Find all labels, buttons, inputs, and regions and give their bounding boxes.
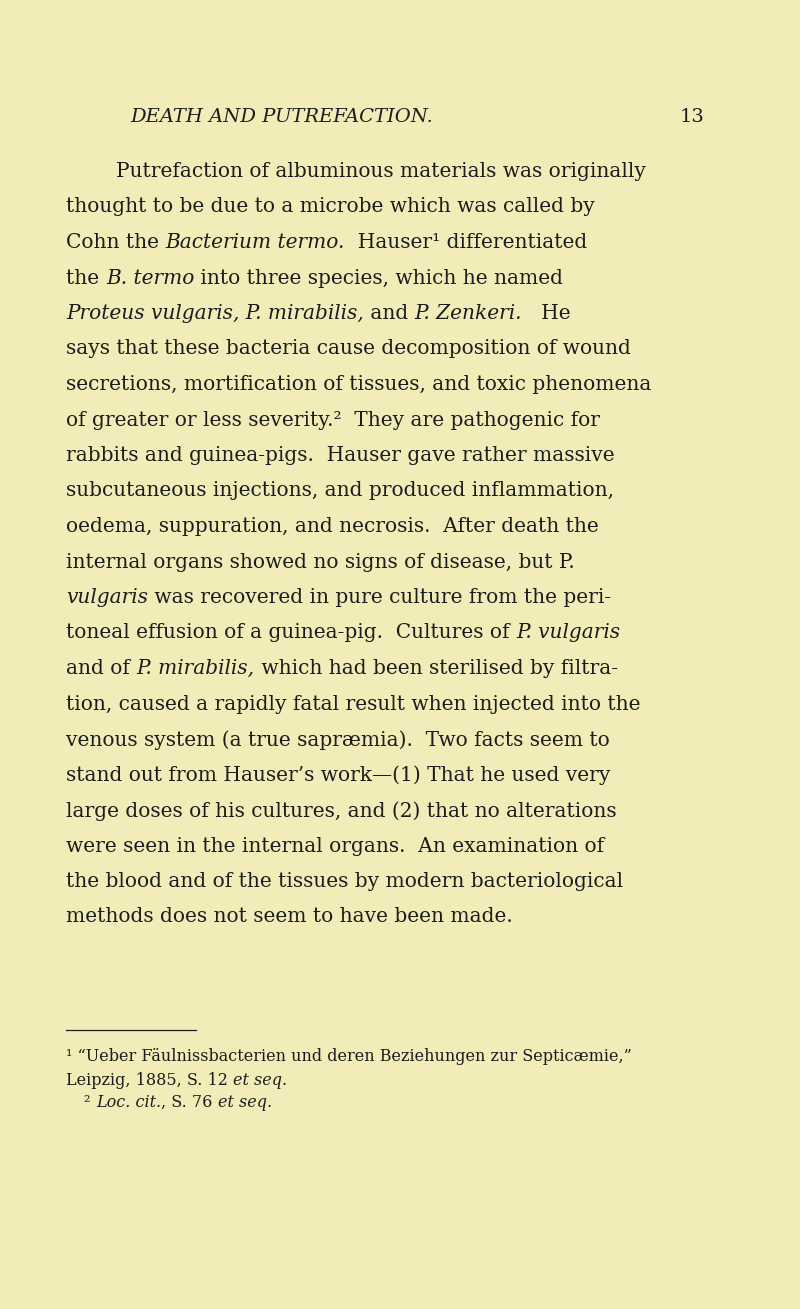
Text: was recovered in pure culture from the peri-: was recovered in pure culture from the p… xyxy=(149,588,611,607)
Text: the blood and of the tissues by modern bacteriological: the blood and of the tissues by modern b… xyxy=(66,872,623,891)
Text: into three species, which he named: into three species, which he named xyxy=(194,268,563,288)
Text: were seen in the internal organs.  An examination of: were seen in the internal organs. An exa… xyxy=(66,836,605,856)
Text: et seq.: et seq. xyxy=(218,1094,272,1111)
Text: P. Zenkeri.: P. Zenkeri. xyxy=(414,304,522,323)
Text: DEATH AND PUTREFACTION.: DEATH AND PUTREFACTION. xyxy=(130,109,433,126)
Text: of greater or less severity.²  They are pathogenic for: of greater or less severity.² They are p… xyxy=(66,411,600,429)
Text: toneal effusion of a guinea-pig.  Cultures of: toneal effusion of a guinea-pig. Culture… xyxy=(66,623,516,643)
Text: venous system (a true sapræmia).  Two facts seem to: venous system (a true sapræmia). Two fac… xyxy=(66,730,610,750)
Text: tion, caused a rapidly fatal result when injected into the: tion, caused a rapidly fatal result when… xyxy=(66,695,641,713)
Text: Loc. cit.: Loc. cit. xyxy=(96,1094,161,1111)
Text: P. vulgaris: P. vulgaris xyxy=(516,623,621,643)
Text: Leipzig, 1885, S. 12: Leipzig, 1885, S. 12 xyxy=(66,1072,234,1089)
Text: Bacterium termo.: Bacterium termo. xyxy=(166,233,345,253)
Text: Cohn the: Cohn the xyxy=(66,233,166,253)
Text: secretions, mortification of tissues, and toxic phenomena: secretions, mortification of tissues, an… xyxy=(66,374,652,394)
Text: Proteus vulgaris, P. mirabilis,: Proteus vulgaris, P. mirabilis, xyxy=(66,304,364,323)
Text: Putrefaction of albuminous materials was originally: Putrefaction of albuminous materials was… xyxy=(116,162,646,181)
Text: stand out from Hauser’s work—(1) That he used very: stand out from Hauser’s work—(1) That he… xyxy=(66,766,610,785)
Text: , S. 76: , S. 76 xyxy=(161,1094,218,1111)
Text: 13: 13 xyxy=(680,109,705,126)
Text: and of: and of xyxy=(66,658,137,678)
Text: rabbits and guinea-pigs.  Hauser gave rather massive: rabbits and guinea-pigs. Hauser gave rat… xyxy=(66,446,615,465)
Text: et seq.: et seq. xyxy=(234,1072,287,1089)
Text: ¹ “Ueber Fäulnissbacterien und deren Beziehungen zur Septicæmie,”: ¹ “Ueber Fäulnissbacterien und deren Bez… xyxy=(66,1049,632,1066)
Text: and: and xyxy=(364,304,414,323)
Text: B. termo: B. termo xyxy=(106,268,194,288)
Text: thought to be due to a microbe which was called by: thought to be due to a microbe which was… xyxy=(66,198,595,216)
Text: internal organs showed no signs of disease, but P.: internal organs showed no signs of disea… xyxy=(66,552,575,572)
Text: which had been sterilised by filtra-: which had been sterilised by filtra- xyxy=(254,658,618,678)
Text: vulgaris: vulgaris xyxy=(66,588,149,607)
Text: subcutaneous injections, and produced inflammation,: subcutaneous injections, and produced in… xyxy=(66,482,614,500)
Text: methods does not seem to have been made.: methods does not seem to have been made. xyxy=(66,907,513,927)
Text: Hauser¹ differentiated: Hauser¹ differentiated xyxy=(345,233,587,253)
Text: He: He xyxy=(522,304,571,323)
Text: P. mirabilis,: P. mirabilis, xyxy=(137,658,254,678)
Text: says that these bacteria cause decomposition of wound: says that these bacteria cause decomposi… xyxy=(66,339,631,359)
Text: the: the xyxy=(66,268,106,288)
Text: large doses of his cultures, and (2) that no alterations: large doses of his cultures, and (2) tha… xyxy=(66,801,617,821)
Text: ²: ² xyxy=(85,1094,96,1111)
Text: oedema, suppuration, and necrosis.  After death the: oedema, suppuration, and necrosis. After… xyxy=(66,517,599,535)
